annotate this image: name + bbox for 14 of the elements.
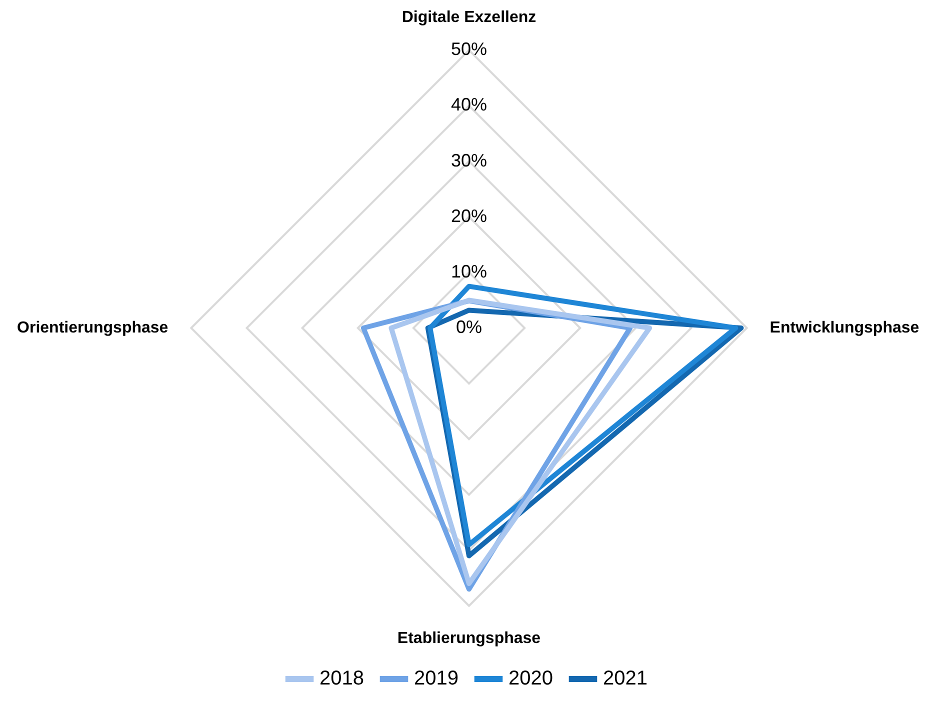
spoke-label: Etablierungsphase xyxy=(397,630,541,647)
spoke-label: Entwicklungsphase xyxy=(770,319,920,336)
legend-label: 2018 xyxy=(320,668,364,690)
y-tick-label: 50% xyxy=(450,39,488,60)
spoke-label: Orientierungsphase xyxy=(17,319,168,336)
y-tick-label: 40% xyxy=(450,94,488,115)
y-tick-label: 0% xyxy=(456,316,482,337)
y-tick-label: 20% xyxy=(450,206,488,226)
legend-label: 2020 xyxy=(508,668,553,690)
spoke-label: Digitale Exzellenz xyxy=(402,9,536,26)
y-tick-label: 30% xyxy=(450,150,488,170)
y-tick-label: 10% xyxy=(450,261,488,282)
legend-label: 2021 xyxy=(602,668,648,690)
legend-label: 2019 xyxy=(414,668,459,690)
